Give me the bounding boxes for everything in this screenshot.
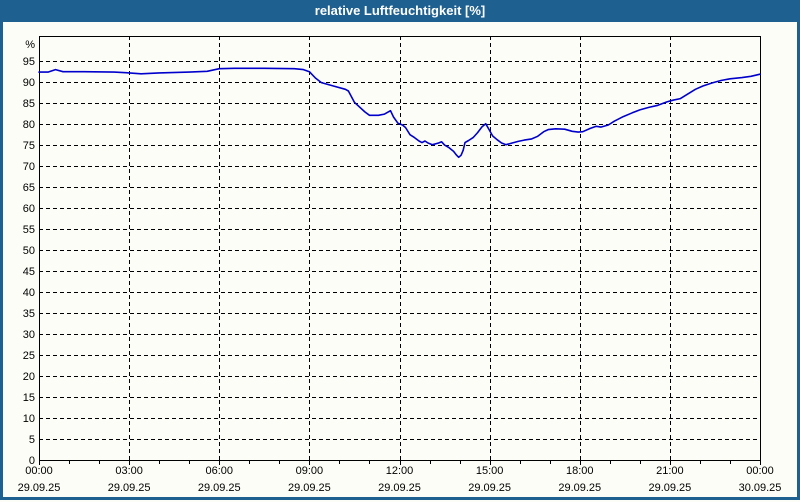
- y-tick-label: 30: [23, 329, 35, 341]
- y-tick-label: 20: [23, 371, 35, 383]
- y-tick-label: 10: [23, 413, 35, 425]
- x-tick-time-label: 15:00: [476, 465, 504, 477]
- y-tick-label: 0: [29, 455, 35, 467]
- y-tick-label: 25: [23, 350, 35, 362]
- x-tick-date-label: 29.09.25: [648, 482, 691, 494]
- y-tick-label: 80: [23, 119, 35, 131]
- x-tick-time-label: 00:00: [746, 465, 774, 477]
- x-tick-time-label: 18:00: [566, 465, 594, 477]
- y-tick-label: 50: [23, 245, 35, 257]
- y-tick-label: 75: [23, 140, 35, 152]
- humidity-line-chart: 0 5 10 15 20 25 30 35 40 45 50 55 60 65 70 75 80 85 90 95% 0…: [18, 36, 782, 494]
- y-tick-label: 95: [23, 56, 35, 68]
- y-tick-label: 85: [23, 98, 35, 110]
- humidity-series-line: [38, 67, 761, 159]
- y-tick-label: 35: [23, 308, 35, 320]
- title-bar: relative Luftfeuchtigkeit [%]: [3, 0, 797, 22]
- x-tick-time-label: 00:00: [25, 465, 53, 477]
- x-tick-time-label: 21:00: [656, 465, 684, 477]
- x-tick-date-label: 29.09.25: [108, 482, 151, 494]
- x-tick-date-label: 29.09.25: [18, 482, 61, 494]
- y-tick-label: 55: [23, 224, 35, 236]
- y-tick-label: 65: [23, 182, 35, 194]
- y-tick-label: 90: [23, 77, 35, 89]
- y-tick-label: 60: [23, 203, 35, 215]
- x-tick-date-label: 30.09.25: [739, 482, 782, 494]
- y-tick-label: 5: [29, 434, 35, 446]
- chart-title: relative Luftfeuchtigkeit [%]: [314, 3, 486, 18]
- x-tick-date-label: 29.09.25: [198, 482, 241, 494]
- y-tick-label: 15: [23, 392, 35, 404]
- y-tick-label: 45: [23, 266, 35, 278]
- y-tick-label: 40: [23, 287, 35, 299]
- y-tick-label: 70: [23, 161, 35, 173]
- y-axis-unit-label: %: [25, 39, 35, 51]
- x-tick-date-label: 29.09.25: [288, 482, 331, 494]
- x-tick-date-label: 29.09.25: [378, 482, 421, 494]
- x-tick-date-label: 29.09.25: [468, 482, 511, 494]
- x-tick-time-label: 03:00: [115, 465, 143, 477]
- x-tick-date-label: 29.09.25: [558, 482, 601, 494]
- x-tick-time-label: 06:00: [205, 465, 233, 477]
- chart-area: 0 5 10 15 20 25 30 35 40 45 50 55 60 65 70 75 80 85 90 95% 0…: [3, 22, 797, 497]
- x-tick-time-label: 09:00: [296, 465, 324, 477]
- x-tick-time-label: 12:00: [386, 465, 414, 477]
